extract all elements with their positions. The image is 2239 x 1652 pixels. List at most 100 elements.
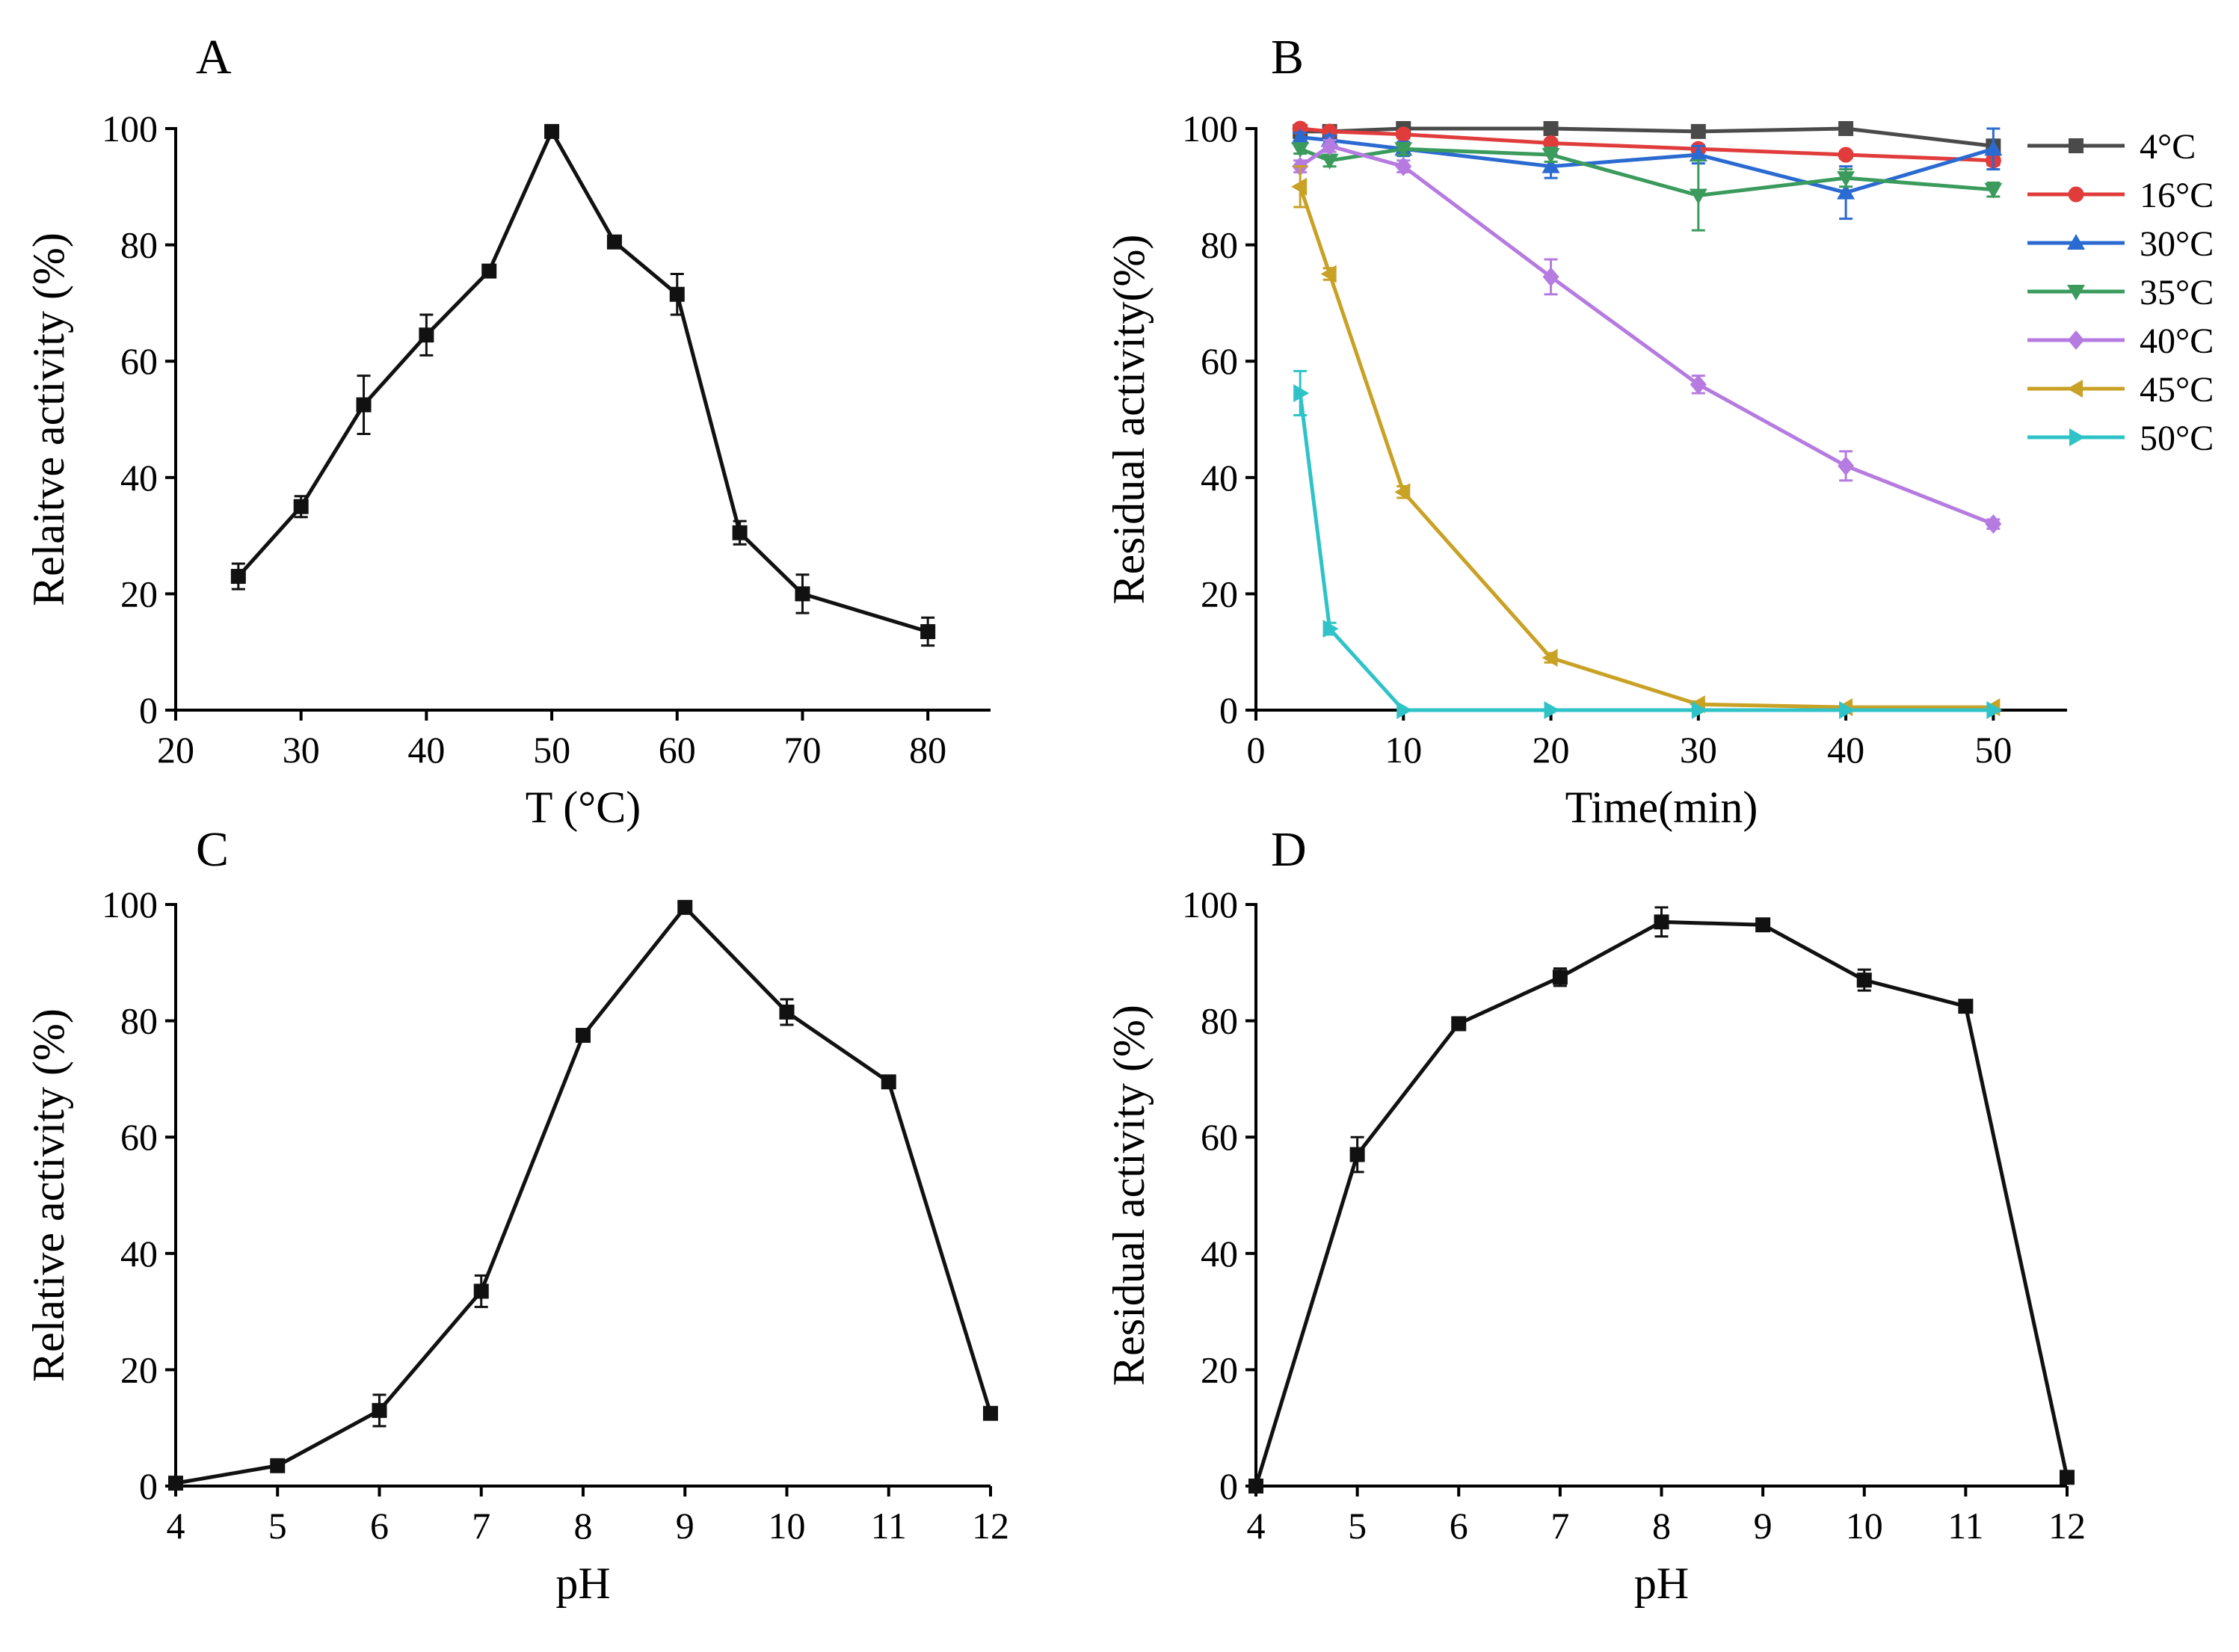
data-point [1395,156,1412,176]
y-tick-label: 40 [1201,1233,1238,1275]
data-point [1394,142,1413,158]
y-tick-label: 100 [1182,108,1238,150]
legend-label: 45°C [2140,370,2214,410]
y-tick-label: 0 [1219,1465,1238,1507]
x-tick-label: 9 [1754,1505,1773,1547]
x-tick-label: 10 [769,1505,806,1547]
data-point [1689,146,1707,162]
chart-panel-d: D 0 20 40 60 80 100 4 5 6 7 8 9 10 11 12 pH Residual acti… [1104,822,2086,1608]
y-tick-label: 20 [1201,573,1238,614]
data-point [606,234,622,250]
chart-panel-c: C 0 20 40 60 80 100 4 5 6 7 8 9 10 11 12 pH Relative acti… [24,822,1009,1608]
data-point [669,286,685,302]
x-tick-label: 6 [1450,1505,1468,1547]
series-line [1254,919,2069,1487]
x-tick-label: 5 [268,1505,287,1547]
series-relative-activity [230,123,936,647]
x-tick-label: 60 [659,729,696,771]
data-point [1542,267,1559,287]
y-axis-label: Relative activity (%) [24,1008,73,1382]
x-tick-label: 40 [1827,729,1864,771]
y-axis-label: Residual activity(%) [1104,235,1154,605]
legend-label: 4°C [2140,127,2196,167]
data-point [1690,123,1706,139]
data-point [293,499,309,514]
data-point [920,623,936,639]
y-tick-label: 20 [120,573,158,614]
data-point [881,1074,896,1090]
x-tick-label: 30 [1680,729,1717,771]
data-point [1691,701,1707,719]
panel-letter: A [196,30,232,84]
y-tick-label: 80 [120,1000,158,1042]
data-point [1291,128,1310,144]
x-tick-label: 11 [1947,1505,1983,1547]
data-point [677,899,693,915]
data-point [168,1476,183,1491]
legend-label: 16°C [2140,176,2214,215]
y-tick-label: 100 [102,108,158,150]
data-point [1755,917,1771,933]
y-tick-label: 60 [1201,340,1238,382]
data-point [1542,648,1558,667]
x-tick-label: 11 [871,1505,907,1547]
y-tick-label: 60 [120,340,158,382]
data-point [1320,153,1339,170]
data-point [1321,136,1338,156]
legend-marker [2069,428,2085,446]
x-tick-label: 8 [1652,1505,1671,1547]
data-point [481,263,497,279]
y-tick-label: 100 [1182,884,1238,925]
y-tick-label: 40 [120,1233,158,1275]
legend-label: 35°C [2140,273,2214,312]
x-axis-label: pH [555,1559,610,1608]
data-point [795,586,810,602]
legend-marker [2067,285,2085,300]
x-tick-label: 20 [157,729,194,771]
data-point [1838,147,1854,163]
legend-marker [2068,186,2084,203]
legend-marker [2068,330,2084,350]
series-line [236,129,928,634]
data-point [1654,914,1669,930]
data-point [1349,1147,1365,1162]
x-tick-label: 12 [2048,1505,2086,1547]
data-point [1838,121,1854,136]
data-point [1984,182,2003,199]
data-point [1320,265,1337,283]
x-tick-label: 12 [972,1505,1009,1547]
data-point [1395,126,1411,143]
y-tick-label: 60 [120,1116,158,1158]
panel-letter: D [1271,822,1307,877]
data-point [230,569,246,585]
legend-marker [2067,234,2085,250]
data-point [1293,383,1310,402]
data-point [1837,183,1855,200]
x-tick-label: 7 [472,1505,490,1547]
series-50-c [1293,369,2003,719]
y-tick-label: 0 [1219,689,1238,731]
data-point [1984,140,2003,156]
legend-marker [2069,138,2084,153]
legend: 4°C 16°C 30°C 35°C 40°C 45°C 50°C [2027,127,2214,458]
data-point [1543,121,1559,136]
x-tick-label: 4 [167,1505,185,1547]
x-tick-label: 0 [1247,729,1266,771]
y-tick-label: 40 [1201,457,1238,499]
data-point [1291,142,1310,158]
data-point [2060,1470,2075,1485]
x-tick-label: 50 [1974,729,2012,771]
data-point [1451,1016,1467,1032]
data-point [1544,701,1560,719]
data-point [732,525,748,540]
x-axis-label: Time(min) [1565,783,1758,832]
data-point [1856,973,1872,988]
x-tick-label: 7 [1550,1505,1569,1547]
y-tick-label: 40 [120,457,158,499]
series-45-c [1291,165,2001,717]
x-tick-label: 5 [1348,1505,1367,1547]
data-point [1689,188,1707,205]
series-35-c [1291,141,2003,232]
y-tick-label: 0 [139,689,158,731]
series-line [1298,392,1994,712]
